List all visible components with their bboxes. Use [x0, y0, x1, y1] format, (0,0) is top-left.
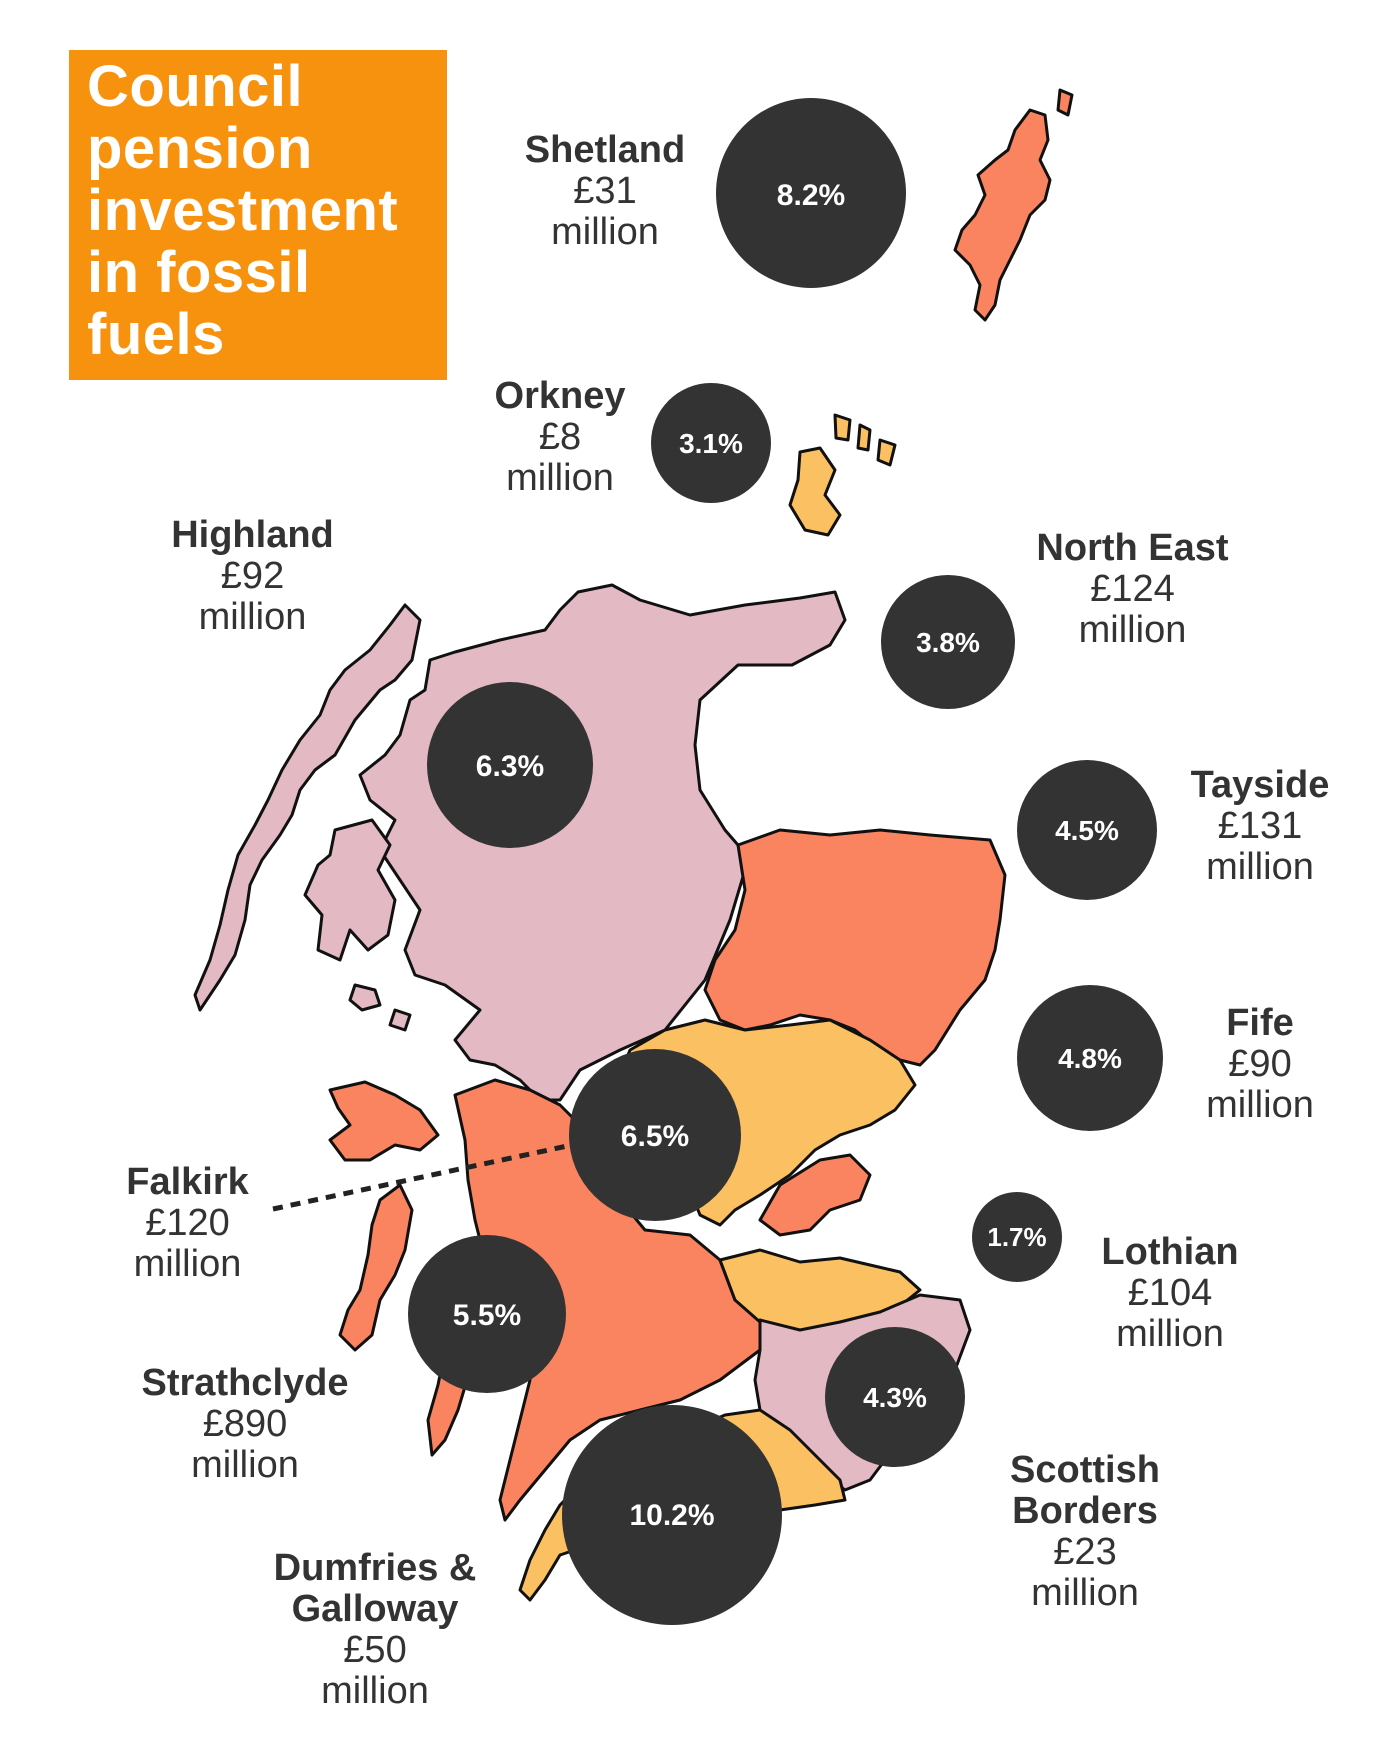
- orkney-islands: [788, 413, 897, 537]
- region-unit: million: [321, 1670, 429, 1712]
- bubble-lothian: 1.7%: [972, 1192, 1062, 1282]
- bubble-percent: 10.2%: [629, 1499, 714, 1532]
- region-amount: £124: [1090, 568, 1175, 610]
- bubble-circle: [562, 1405, 782, 1625]
- region-amount: £31: [573, 170, 637, 212]
- label-strathclyde: Strathclyde £890 million: [125, 1363, 365, 1486]
- region-unit: million: [1078, 609, 1187, 651]
- bubble-highland: 6.3%: [427, 682, 593, 848]
- region-name: Tayside: [1190, 764, 1330, 806]
- bubble-circle: [427, 682, 593, 848]
- region-amount: £8: [538, 416, 582, 458]
- bubble-percent: 6.5%: [621, 1120, 689, 1153]
- bubble-percent: 3.1%: [679, 428, 743, 459]
- falkirk-leader-line: [272, 1142, 573, 1212]
- region-amount: £92: [220, 555, 285, 597]
- region-unit: million: [551, 211, 659, 253]
- bubble-circle: [972, 1192, 1062, 1282]
- region-name: North East: [1036, 527, 1229, 569]
- region-unit: million: [198, 596, 307, 638]
- bubble-percent: 4.5%: [1055, 815, 1119, 846]
- region-unit: million: [1206, 1084, 1314, 1126]
- region-unit: million: [1116, 1313, 1224, 1355]
- label-tayside: Tayside £131 million: [1165, 765, 1355, 888]
- region-name: Highland: [171, 514, 334, 556]
- bubble-percent: 3.8%: [916, 627, 980, 658]
- western-isles: [193, 603, 422, 1012]
- region-name: Strathclyde: [141, 1362, 349, 1404]
- label-falkirk: Falkirk £120 million: [90, 1162, 285, 1285]
- title-line: Council: [87, 54, 304, 119]
- bubble-percent: 4.3%: [863, 1382, 927, 1413]
- bubble-circle: [825, 1327, 965, 1467]
- title-line: pension: [87, 116, 313, 181]
- title-line: fuels: [87, 302, 225, 367]
- label-fife: Fife £90 million: [1165, 1003, 1355, 1126]
- label-orkney: Orkney £8 million: [460, 376, 660, 499]
- region-unit: million: [506, 457, 614, 499]
- bubble-circle: [1017, 985, 1163, 1131]
- region-name: Galloway: [291, 1588, 459, 1630]
- bubble-tayside: 4.5%: [1017, 760, 1157, 900]
- islay-jura: [338, 1183, 414, 1352]
- region-unit: million: [1206, 846, 1314, 888]
- region-name: Scottish: [1010, 1449, 1160, 1491]
- bubble-scottish-borders: 4.3%: [825, 1327, 965, 1467]
- region-name: Orkney: [494, 375, 626, 417]
- bubble-percent: 8.2%: [777, 179, 845, 212]
- bubble-fife: 4.8%: [1017, 985, 1163, 1131]
- title-line: in fossil: [87, 240, 311, 305]
- region-unit: million: [191, 1444, 299, 1486]
- region-name: Borders: [1012, 1490, 1158, 1532]
- bubble-circle: [1017, 760, 1157, 900]
- region-unit: million: [1031, 1572, 1139, 1614]
- label-scottish-borders: Scottish Borders £23 million: [985, 1450, 1185, 1614]
- bubble-falkirk: 6.5%: [569, 1049, 741, 1221]
- bubble-circle: [716, 98, 906, 288]
- bubble-circle: [651, 383, 771, 503]
- bubble-percent: 6.3%: [476, 750, 544, 783]
- region-name: Shetland: [524, 129, 686, 171]
- region-name: Falkirk: [126, 1161, 249, 1203]
- mull: [328, 1080, 440, 1162]
- region-amount: £131: [1217, 805, 1303, 847]
- bubble-orkney: 3.1%: [651, 383, 771, 503]
- shetland-islands: [953, 88, 1074, 322]
- label-highland: Highland £92 million: [150, 515, 355, 638]
- label-dumfries-galloway: Dumfries & Galloway £50 million: [245, 1548, 505, 1712]
- fife-region: [758, 1153, 872, 1237]
- label-shetland: Shetland £31 million: [500, 130, 710, 253]
- small-isles: [348, 983, 412, 1032]
- region-amount: £90: [1228, 1043, 1292, 1085]
- region-amount: £120: [145, 1202, 230, 1244]
- region-amount: £23: [1053, 1531, 1117, 1573]
- region-amount: £890: [202, 1403, 288, 1445]
- north-east-region: [703, 828, 1007, 1067]
- bubble-percent: 1.7%: [987, 1222, 1046, 1252]
- bubble-percent: 4.8%: [1058, 1043, 1122, 1074]
- region-amount: £104: [1127, 1272, 1213, 1314]
- bubble-strathclyde: 5.5%: [408, 1235, 566, 1393]
- bubble-percent: 5.5%: [453, 1299, 521, 1332]
- region-amount: £50: [343, 1629, 407, 1671]
- title-line: investment: [87, 178, 399, 243]
- bubble-dumfries-galloway: 10.2%: [562, 1405, 782, 1625]
- title-box: Council pension investment in fossil fue…: [69, 50, 447, 380]
- label-lothian: Lothian £104 million: [1070, 1232, 1270, 1355]
- region-name: Dumfries &: [273, 1547, 477, 1589]
- bubble-north-east: 3.8%: [881, 575, 1015, 709]
- bubble-circle: [881, 575, 1015, 709]
- bubble-shetland: 8.2%: [716, 98, 906, 288]
- bubble-circle: [408, 1235, 566, 1393]
- region-name: Fife: [1226, 1002, 1294, 1044]
- bubble-circle: [569, 1049, 741, 1221]
- region-name: Lothian: [1101, 1231, 1239, 1273]
- skye: [303, 818, 397, 962]
- region-unit: million: [133, 1243, 242, 1285]
- label-north-east: North East £124 million: [1020, 528, 1245, 651]
